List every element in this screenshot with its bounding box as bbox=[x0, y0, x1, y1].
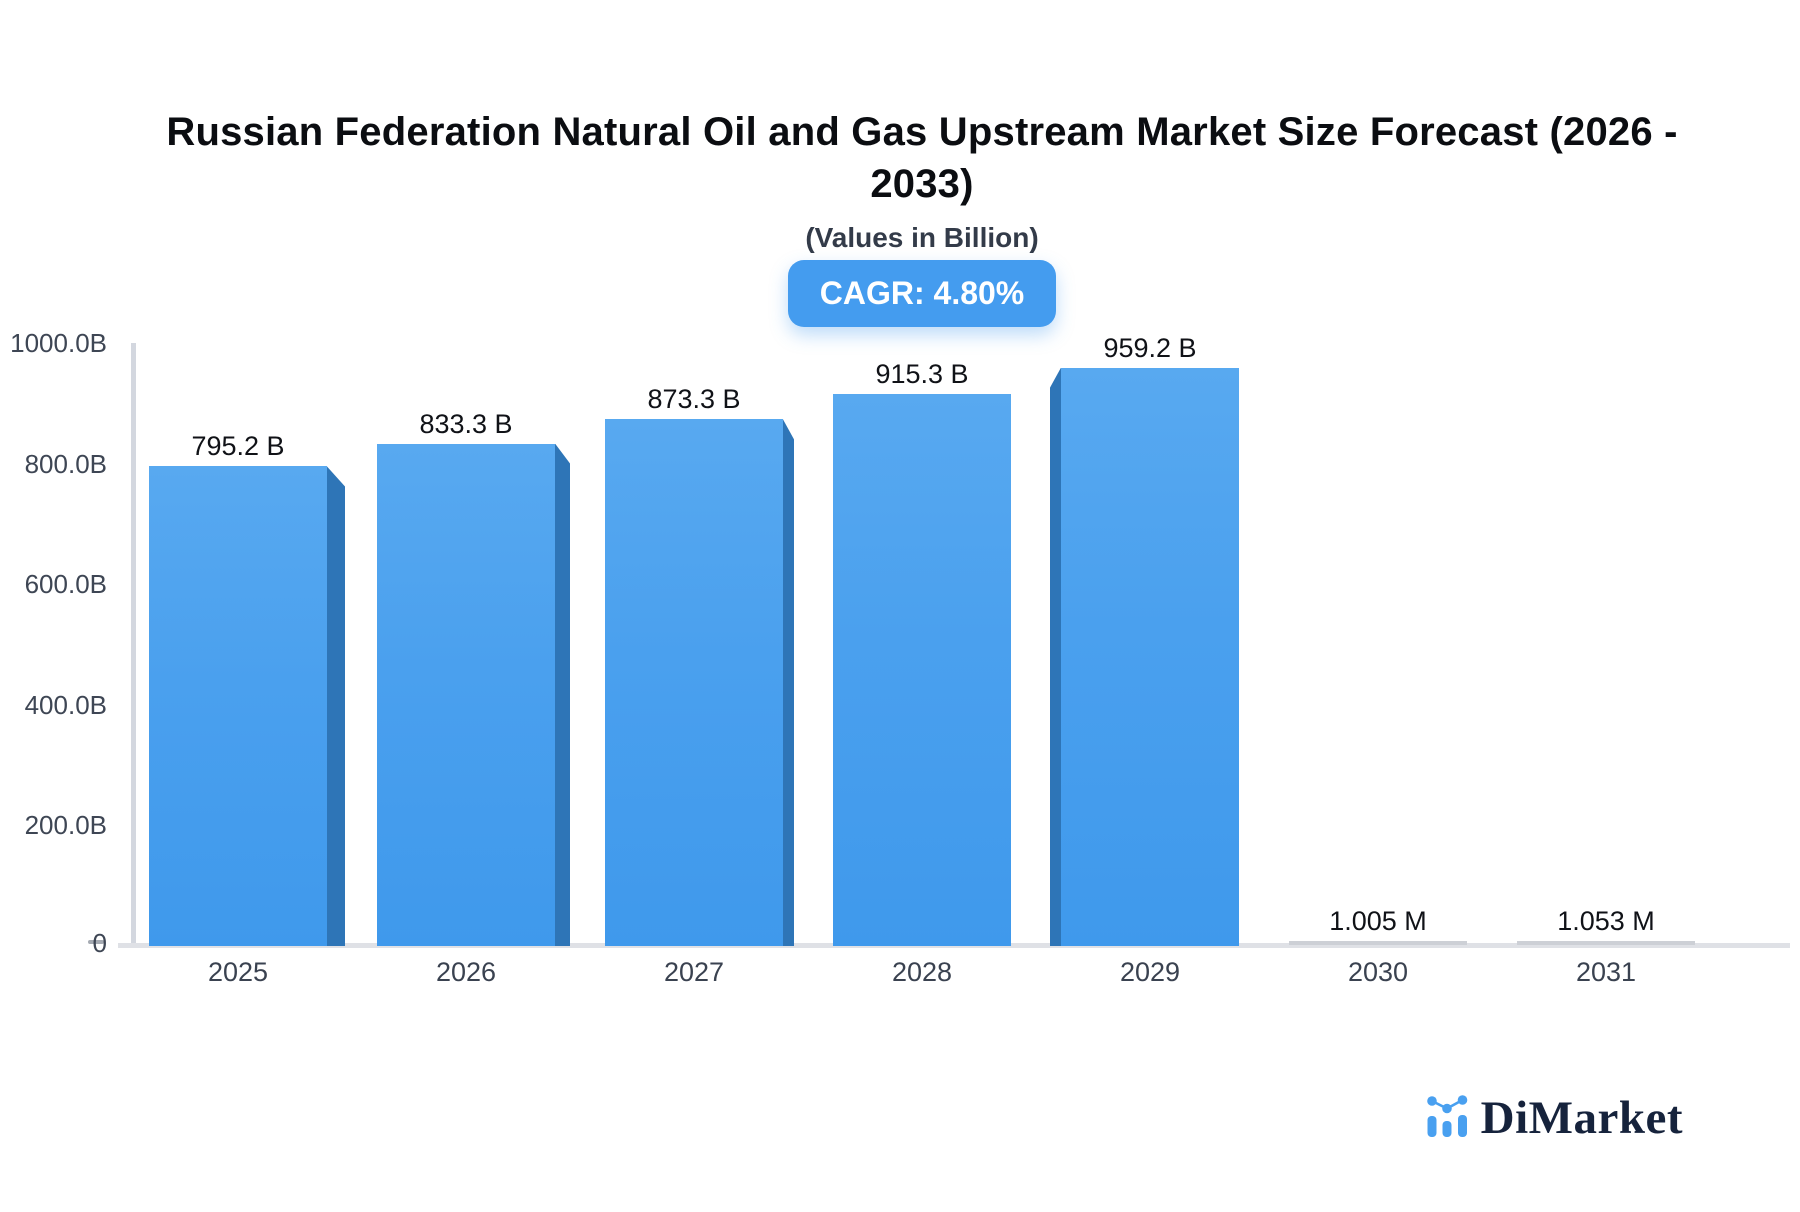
chart-title-line2: 2033) bbox=[870, 162, 974, 206]
bar-value-label-2029: 959.2 B bbox=[1103, 332, 1197, 363]
bar-value-label-2030: 1.005 M bbox=[1329, 906, 1427, 936]
bar-value-label-2025: 795.2 B bbox=[191, 431, 285, 462]
y-axis-label-200: 200.0B bbox=[24, 810, 107, 840]
bar-value-label-2026: 833.3 B bbox=[419, 408, 513, 439]
chart-header: Russian Federation Natural Oil and Gas U… bbox=[44, 106, 1800, 327]
bar-2027[interactable] bbox=[605, 419, 783, 946]
x-axis-label-2030: 2030 bbox=[1347, 957, 1409, 987]
bar-2025[interactable] bbox=[149, 466, 327, 946]
bar-2030[interactable] bbox=[1289, 941, 1467, 945]
chart-title-line1: Russian Federation Natural Oil and Gas U… bbox=[166, 110, 1678, 154]
bar-2026-side-face bbox=[555, 443, 570, 946]
bar-value-label-2028: 915.3 B bbox=[875, 359, 969, 390]
dimarket-logo: DiMarket bbox=[1425, 1092, 1683, 1143]
x-axis-label-2031: 2031 bbox=[1575, 957, 1637, 987]
bar-2029-side-face bbox=[1050, 367, 1061, 946]
x-axis-label-2029: 2029 bbox=[1119, 957, 1181, 987]
bar-2031[interactable] bbox=[1517, 941, 1695, 945]
bar-2027-side-face bbox=[783, 419, 794, 946]
x-axis-label-2028: 2028 bbox=[891, 957, 953, 987]
y-axis-label-600: 600.0B bbox=[24, 569, 107, 599]
y-axis-label-800: 800.0B bbox=[24, 449, 107, 479]
x-axis-label-2027: 2027 bbox=[663, 957, 725, 987]
bar-2025-side-face bbox=[327, 466, 345, 946]
bar-chart-logo-icon bbox=[1425, 1092, 1469, 1143]
bar-2026[interactable] bbox=[377, 443, 555, 946]
chart-subtitle: (Values in Billion) bbox=[805, 222, 1039, 253]
y-axis-label-400: 400.0B bbox=[24, 690, 107, 720]
bar-2029[interactable] bbox=[1061, 367, 1239, 946]
zero-tick-mark bbox=[88, 940, 104, 944]
y-axis-label-1000: 1000.0B bbox=[10, 328, 107, 358]
y-axis-label-0: 0 bbox=[92, 928, 107, 958]
bar-2028[interactable] bbox=[833, 394, 1011, 946]
logo-brand-text: DiMarket bbox=[1480, 1092, 1683, 1144]
bar-value-label-2031: 1.053 M bbox=[1557, 906, 1655, 936]
bar-value-label-2027: 873.3 B bbox=[647, 384, 741, 415]
y-axis-line bbox=[131, 343, 136, 948]
cagr-badge: CAGR: 4.80% bbox=[787, 260, 1057, 327]
x-axis-label-2025: 2025 bbox=[207, 957, 269, 987]
x-axis-label-2026: 2026 bbox=[435, 957, 497, 987]
